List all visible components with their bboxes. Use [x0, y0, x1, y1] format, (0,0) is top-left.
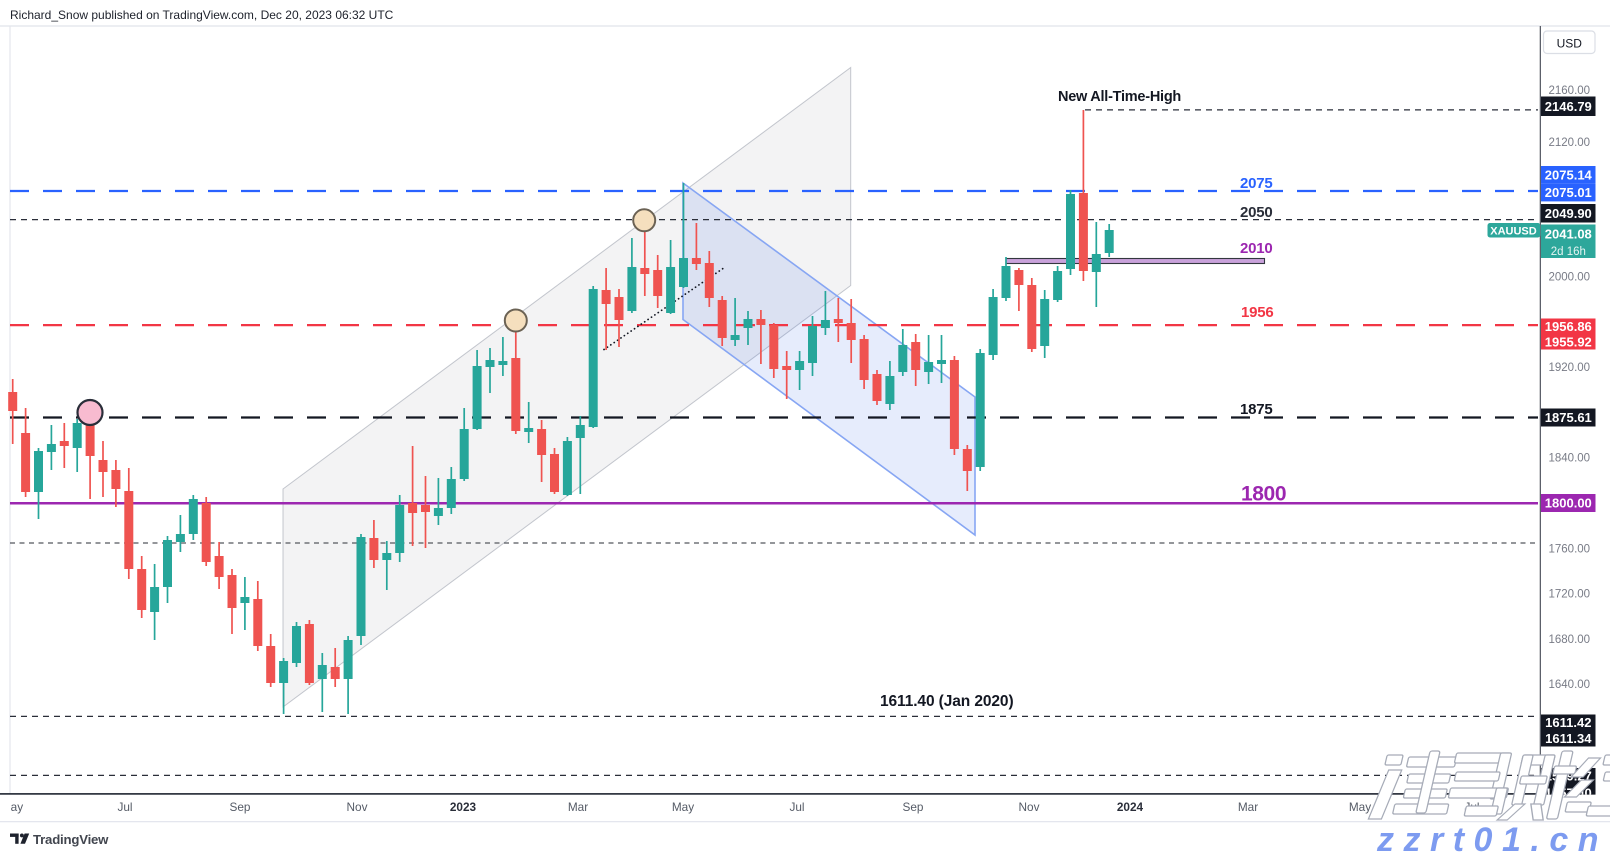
svg-text:1720.00: 1720.00 [1549, 589, 1591, 601]
svg-text:zzrt01.cn: zzrt01.cn [1376, 821, 1608, 857]
svg-text:2050: 2050 [1240, 204, 1273, 221]
svg-text:2075.14: 2075.14 [1545, 168, 1593, 183]
svg-text:Mar: Mar [568, 800, 588, 814]
svg-text:1800.00: 1800.00 [1545, 496, 1592, 511]
svg-text:1760.00: 1760.00 [1549, 543, 1591, 555]
svg-text:1840.00: 1840.00 [1549, 453, 1591, 465]
svg-text:XAUUSD: XAUUSD [1490, 225, 1537, 237]
svg-text:Jul: Jul [789, 800, 804, 814]
svg-text:1611.34: 1611.34 [1545, 731, 1592, 746]
svg-text:1611.40 (Jan 2020): 1611.40 (Jan 2020) [880, 693, 1014, 710]
svg-text:1956.86: 1956.86 [1545, 319, 1592, 334]
svg-text:2d 16h: 2d 16h [1551, 246, 1586, 258]
svg-text:2041.08: 2041.08 [1545, 227, 1592, 242]
svg-text:Sep: Sep [230, 800, 251, 814]
svg-text:1800: 1800 [1241, 483, 1286, 506]
svg-text:1640.00: 1640.00 [1549, 679, 1591, 691]
svg-text:1920.00: 1920.00 [1549, 362, 1591, 374]
svg-text:1680.00: 1680.00 [1549, 634, 1591, 646]
svg-text:1875: 1875 [1240, 401, 1273, 418]
svg-text:Jul: Jul [117, 800, 132, 814]
svg-text:May: May [1, 800, 23, 814]
svg-text:Sep: Sep [903, 800, 924, 814]
svg-text:May: May [672, 800, 694, 814]
svg-text:2146.79: 2146.79 [1545, 99, 1592, 114]
svg-text:1955.92: 1955.92 [1545, 334, 1592, 349]
svg-text:2000.00: 2000.00 [1549, 271, 1591, 283]
svg-text:1611.42: 1611.42 [1545, 715, 1591, 730]
svg-text:2120.00: 2120.00 [1549, 137, 1591, 149]
svg-text:2049.90: 2049.90 [1545, 206, 1592, 221]
svg-text:Nov: Nov [1019, 800, 1040, 814]
svg-text:1875.61: 1875.61 [1545, 410, 1592, 425]
svg-text:1956: 1956 [1241, 304, 1274, 321]
svg-text:2160.00: 2160.00 [1549, 85, 1591, 97]
svg-text:New All-Time-High: New All-Time-High [1058, 89, 1181, 105]
svg-text:2075.01: 2075.01 [1545, 185, 1592, 200]
svg-text:May: May [1349, 800, 1371, 814]
svg-text:Richard_Snow published on Trad: Richard_Snow published on TradingView.co… [10, 8, 394, 22]
svg-text:2024: 2024 [1117, 800, 1144, 814]
svg-text:2075: 2075 [1240, 175, 1273, 192]
svg-text:TradingView: TradingView [33, 832, 109, 847]
svg-text:2010: 2010 [1240, 240, 1273, 257]
svg-text:2023: 2023 [450, 800, 477, 814]
svg-text:1557.40: 1557.40 [1545, 786, 1592, 801]
svg-text:Mar: Mar [1238, 800, 1258, 814]
svg-text:Nov: Nov [347, 800, 368, 814]
svg-text:USD: USD [1557, 37, 1583, 51]
